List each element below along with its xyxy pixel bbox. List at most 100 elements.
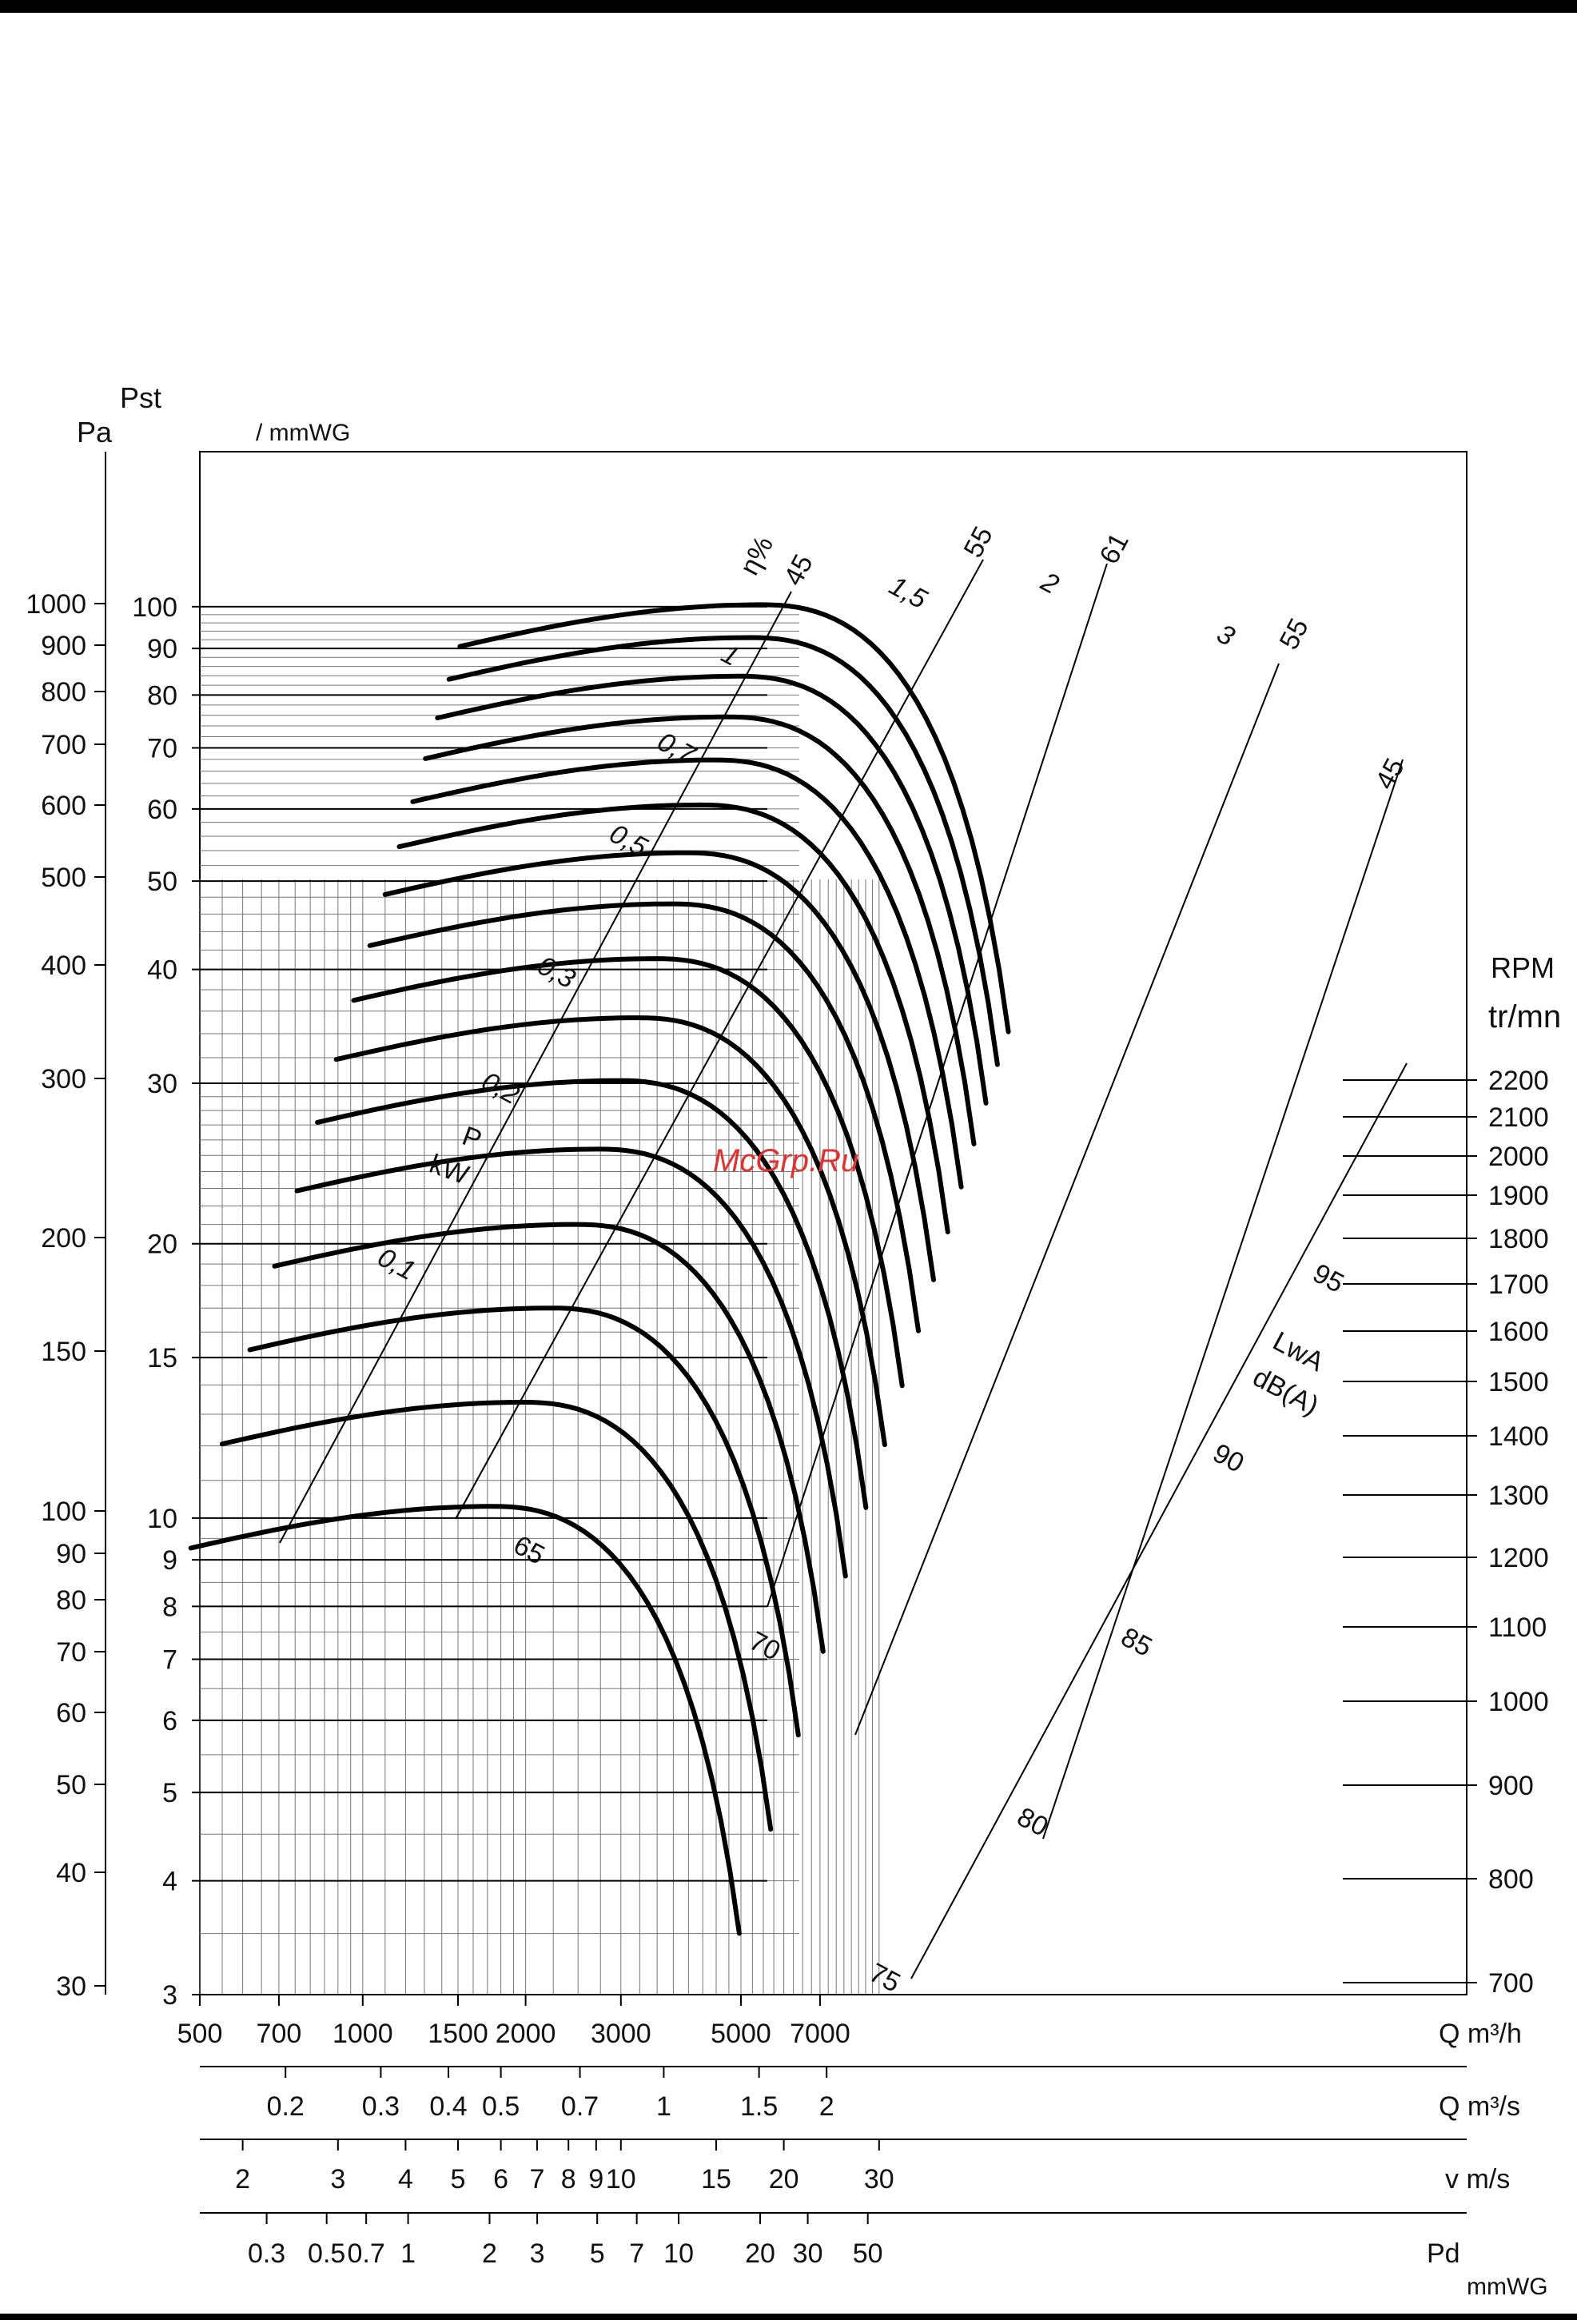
- pa-tick-label: 200: [41, 1223, 86, 1254]
- label-mmwg-bottom: mmWG: [1467, 2274, 1548, 2300]
- label-mmwg-top: / mmWG: [256, 420, 350, 446]
- pd-tick-label: 20: [745, 2238, 775, 2269]
- pa-tick-label: 300: [41, 1064, 86, 1094]
- efficiency-line-1: [455, 559, 984, 1520]
- rpm-tick-label: 900: [1488, 1771, 1534, 1801]
- efficiency-label-45: 45: [1370, 754, 1411, 795]
- pa-tick-label: 700: [41, 730, 86, 760]
- efficiency-label-61: 61: [1094, 528, 1135, 569]
- efficiency-label-55: 55: [958, 522, 999, 563]
- q-m3h-tick-label: 5000: [711, 2019, 771, 2049]
- lwa-diagonal: [910, 1062, 1408, 1979]
- rpm-tick-label: 1100: [1488, 1612, 1547, 1643]
- pd-tick-label: 3: [530, 2238, 545, 2269]
- power-label: 0,7: [652, 727, 701, 771]
- mmwg-tick-label: 40: [147, 955, 177, 986]
- power-label: 0,2: [476, 1066, 524, 1111]
- lwa-label-75: 75: [864, 1958, 905, 1999]
- rpm-tick-label: 1300: [1488, 1481, 1549, 1511]
- rpm-tick-label: 1400: [1488, 1421, 1549, 1452]
- label-rpm: RPM: [1491, 951, 1555, 984]
- v-ms-tick-label: 20: [769, 2164, 799, 2194]
- q-m3h-tick-label: 3000: [591, 2019, 651, 2049]
- mmwg-tick-label: 60: [147, 795, 177, 825]
- label-kw: kW: [425, 1149, 472, 1190]
- efficiency-line-2: [767, 563, 1108, 1608]
- power-label: 1: [716, 639, 744, 672]
- label-v-ms: v m/s: [1445, 2164, 1510, 2194]
- lwa-label-80: 80: [1012, 1802, 1053, 1843]
- mmwg-tick-label: 70: [147, 734, 177, 764]
- mmwg-tick-label: 50: [147, 867, 177, 897]
- bottom-border: [0, 2314, 1577, 2320]
- power-label: 1,5: [884, 571, 932, 616]
- grid-group: [199, 606, 880, 1995]
- pd-tick-label: 7: [629, 2238, 644, 2269]
- rpm-tick-label: 700: [1488, 1968, 1534, 1999]
- rpm-curve-1700: [396, 802, 950, 1234]
- rpm-curve-2200: [457, 602, 1011, 1034]
- rpm-tick-label: 1500: [1488, 1367, 1549, 1397]
- rpm-curve-2000: [435, 673, 989, 1106]
- q-m3h-tick-label: 7000: [790, 2019, 850, 2049]
- rpm-curve-1400: [351, 956, 905, 1389]
- mmwg-tick-label: 6: [162, 1706, 177, 1736]
- mmwg-tick-label: 15: [147, 1343, 177, 1373]
- q-m3s-tick-label: 0.4: [429, 2091, 467, 2122]
- v-ms-tick-label: 10: [606, 2164, 636, 2194]
- v-ms-tick-label: 2: [235, 2164, 250, 2194]
- lwa-label-65: 65: [508, 1530, 549, 1571]
- v-ms-tick-label: 3: [330, 2164, 345, 2194]
- power-label: 3: [1212, 619, 1240, 652]
- pa-tick-label: 50: [56, 1770, 86, 1800]
- watermark: McGrp.Ru: [713, 1143, 858, 1178]
- q-m3s-tick-label: 2: [819, 2091, 834, 2122]
- lwa-label-85: 85: [1116, 1622, 1157, 1663]
- rpm-curve-1800: [410, 757, 964, 1190]
- mmwg-tick-label: 5: [162, 1778, 177, 1808]
- rpm-curve-1100: [294, 1146, 848, 1579]
- mmwg-tick-label: 9: [162, 1545, 177, 1576]
- q-m3h-tick-label: 1000: [333, 2019, 393, 2049]
- rpm-curve-1900: [423, 714, 977, 1146]
- mmwg-tick-label: 90: [147, 634, 177, 664]
- label-pd: Pd: [1427, 2238, 1460, 2269]
- rpm-tick-label: 2100: [1488, 1102, 1549, 1133]
- pd-tick-label: 30: [793, 2238, 823, 2269]
- rpm-tick-label: 800: [1488, 1864, 1534, 1895]
- power-label: 0,3: [532, 951, 580, 995]
- rpm-tick-label: 1600: [1488, 1317, 1549, 1347]
- mmwg-tick-label: 30: [147, 1069, 177, 1099]
- q-m3s-tick-label: 0.5: [482, 2091, 520, 2122]
- mmwg-tick-label: 20: [147, 1230, 177, 1260]
- rpm-curve-1500: [367, 901, 921, 1333]
- q-m3s-tick-label: 0.7: [561, 2091, 599, 2122]
- rpm-curve-700: [188, 1504, 742, 1936]
- plot-frame: [199, 451, 1467, 1995]
- label-eta: η%: [735, 532, 780, 580]
- label-q-m3h: Q m³/h: [1439, 2019, 1522, 2049]
- mmwg-tick-label: 80: [147, 680, 177, 711]
- rpm-tick-label: 1900: [1488, 1181, 1549, 1211]
- rpm-curve-1200: [315, 1078, 869, 1510]
- pa-tick-label: 900: [41, 631, 86, 661]
- rpm-tick-label: 2200: [1488, 1066, 1549, 1096]
- pa-tick-label: 400: [41, 951, 86, 981]
- v-ms-tick-label: 30: [864, 2164, 894, 2194]
- pa-tick-label: 80: [56, 1585, 86, 1616]
- v-ms-tick-label: 6: [493, 2164, 508, 2194]
- pa-tick-label: 800: [41, 677, 86, 708]
- v-ms-tick-label: 7: [529, 2164, 544, 2194]
- pa-tick-label: 30: [56, 1971, 86, 2002]
- pd-tick-label: 10: [663, 2238, 694, 2269]
- rpm-curve-1300: [333, 1015, 887, 1448]
- efficiency-line-0: [279, 591, 792, 1544]
- rpm-tick-label: 2000: [1488, 1142, 1549, 1172]
- rpm-tick-label: 1200: [1488, 1543, 1549, 1573]
- rpm-curve-1000: [272, 1222, 826, 1654]
- pd-tick-label: 0.5: [308, 2238, 345, 2269]
- pa-tick-label: 500: [41, 863, 86, 893]
- label-pa: Pa: [77, 416, 113, 448]
- pa-tick-label: 600: [41, 791, 86, 821]
